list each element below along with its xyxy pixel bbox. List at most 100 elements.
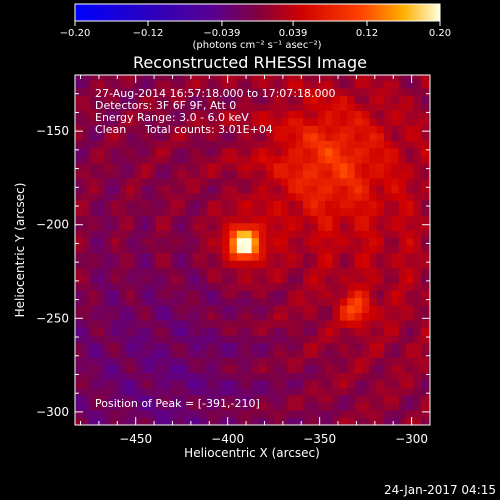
heatmap-cell xyxy=(155,402,164,411)
heatmap-cell xyxy=(295,305,304,314)
heatmap-cell xyxy=(185,327,194,336)
heatmap-cell xyxy=(222,185,230,194)
heatmap-cell xyxy=(288,75,297,82)
heatmap-cell xyxy=(178,327,186,336)
heatmap-cell xyxy=(413,357,422,366)
heatmap-cell xyxy=(288,417,297,425)
heatmap-cell xyxy=(244,282,252,291)
heatmap-cell xyxy=(376,103,385,111)
heatmap-cell xyxy=(75,267,83,276)
heatmap-cell xyxy=(133,155,142,164)
heatmap-cell xyxy=(295,297,304,306)
heatmap-cell xyxy=(428,380,430,388)
heatmap-cell xyxy=(192,327,201,336)
heatmap-cell xyxy=(310,342,319,351)
heatmap-cell xyxy=(244,125,252,134)
heatmap-cell xyxy=(295,222,304,231)
heatmap-cell xyxy=(75,335,83,344)
heatmap-cell xyxy=(75,387,83,396)
heatmap-cell xyxy=(420,237,429,246)
heatmap-cell xyxy=(266,200,275,209)
heatmap-cell xyxy=(155,215,164,224)
heatmap-cell xyxy=(273,402,282,411)
heatmap-cell xyxy=(317,357,326,366)
heatmap-cell xyxy=(200,410,208,418)
heatmap-cell xyxy=(141,395,149,403)
heatmap-cell xyxy=(391,147,400,156)
heatmap-cell xyxy=(126,95,135,104)
heatmap-cell xyxy=(133,290,142,299)
heatmap-cell xyxy=(347,237,355,246)
heatmap-cell xyxy=(229,297,238,306)
heatmap-cell xyxy=(97,177,105,186)
heatmap-cell xyxy=(281,357,289,366)
heatmap-cell xyxy=(420,305,429,314)
heatmap-cell xyxy=(170,305,179,314)
heatmap-cell xyxy=(281,282,289,291)
heatmap-cell xyxy=(244,335,252,344)
heatmap-cell xyxy=(288,207,297,216)
heatmap-cell xyxy=(354,320,363,329)
heatmap-cell xyxy=(155,252,164,261)
heatmap-cell xyxy=(347,267,355,276)
heatmap-cell xyxy=(376,327,385,336)
heatmap-cell xyxy=(207,335,216,344)
heatmap-cell xyxy=(200,305,208,314)
heatmap-cell xyxy=(361,222,370,231)
heatmap-cell xyxy=(428,342,430,351)
heatmap-cell xyxy=(406,215,414,224)
heatmap-cell xyxy=(192,140,201,149)
heatmap-cell xyxy=(236,350,245,359)
heatmap-cell xyxy=(170,335,179,344)
heatmap-cell xyxy=(295,125,304,134)
heatmap-cell xyxy=(97,357,105,366)
heatmap-cell xyxy=(391,80,400,89)
heatmap-cell xyxy=(413,312,422,321)
heatmap-cell xyxy=(75,147,83,156)
heatmap-cell xyxy=(163,75,172,82)
heatmap-cell xyxy=(214,402,223,411)
heatmap-cell xyxy=(258,222,267,231)
heatmap-cell xyxy=(200,147,208,156)
heatmap-cell xyxy=(398,305,407,314)
heatmap-cell xyxy=(251,207,260,216)
heatmap-cell xyxy=(244,402,252,411)
heatmap-cell xyxy=(222,380,230,388)
heatmap-cell xyxy=(97,125,105,134)
heatmap-cell xyxy=(104,357,113,366)
heatmap-cell xyxy=(207,305,216,314)
heatmap-cell xyxy=(258,185,267,194)
heatmap-cell xyxy=(281,88,289,96)
heatmap-cell xyxy=(347,282,355,291)
heatmap-cell xyxy=(178,207,186,216)
heatmap-cell xyxy=(229,110,238,119)
heatmap-cell xyxy=(192,372,201,381)
heatmap-cell xyxy=(369,252,378,261)
heatmap-cell xyxy=(236,95,245,104)
heatmap-cell xyxy=(339,88,348,96)
heatmap-cell xyxy=(354,75,363,82)
heatmap-cell xyxy=(111,215,120,224)
heatmap-cell xyxy=(303,350,311,359)
heatmap-cell xyxy=(413,177,422,186)
heatmap-cell xyxy=(369,365,378,373)
heatmap-cell xyxy=(178,357,186,366)
heatmap-cell xyxy=(310,185,319,194)
heatmap-cell xyxy=(347,155,355,164)
heatmap-cell xyxy=(347,252,355,261)
heatmap-cell xyxy=(163,185,172,194)
heatmap-cell xyxy=(317,342,326,351)
heatmap-cell xyxy=(119,80,127,89)
heatmap-cell xyxy=(413,245,422,254)
heatmap-cell xyxy=(222,118,230,126)
heatmap-cell xyxy=(376,222,385,231)
heatmap-cell xyxy=(428,252,430,261)
heatmap-cell xyxy=(141,290,149,299)
heatmap-cell xyxy=(126,320,135,329)
heatmap-cell xyxy=(354,103,363,111)
heatmap-cell xyxy=(325,118,333,126)
heatmap-cell xyxy=(295,275,304,284)
heatmap-cell xyxy=(170,110,179,119)
heatmap-cell xyxy=(398,177,407,186)
heatmap-cell xyxy=(163,335,172,344)
